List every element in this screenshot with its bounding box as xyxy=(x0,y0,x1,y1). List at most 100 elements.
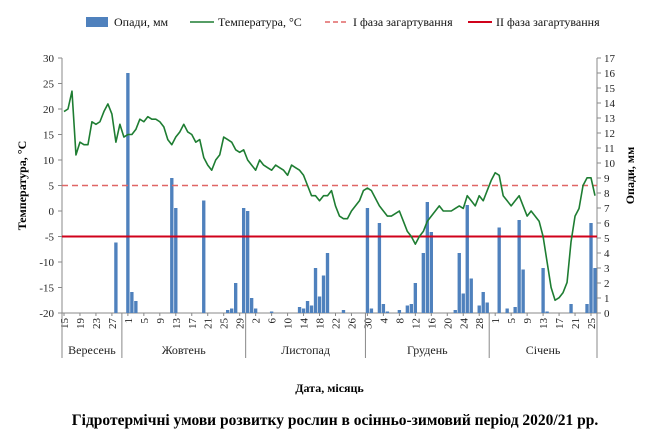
legend-label: І фаза загартування xyxy=(353,15,453,29)
right-tick-label: 10 xyxy=(604,158,616,170)
right-tick-label: 4 xyxy=(604,248,610,260)
month-label: Січень xyxy=(526,343,561,357)
precipitation-bar xyxy=(170,178,174,313)
month-label: Вересень xyxy=(68,343,116,357)
left-tick-label: -15 xyxy=(39,283,54,295)
precipitation-bar xyxy=(585,304,589,313)
precipitation-bar xyxy=(305,301,310,313)
precipitation-bar xyxy=(301,308,306,313)
right-tick-label: 1 xyxy=(604,293,610,305)
left-tick-label: -10 xyxy=(39,257,54,269)
right-tick-label: 17 xyxy=(604,53,616,65)
left-tick-label: 5 xyxy=(49,181,55,193)
month-label: Жовтень xyxy=(162,343,207,357)
chart: Опади, мм Температура, °С І фаза загартува… xyxy=(15,15,637,395)
x-tick-label: 13 xyxy=(171,318,183,330)
x-tick-label: 21 xyxy=(570,318,582,329)
right-tick-label: 5 xyxy=(604,233,610,245)
precipitation-bar xyxy=(325,253,330,313)
x-tick-label: 14 xyxy=(299,318,311,330)
precipitation-bar xyxy=(385,311,390,313)
legend: Опади, мм Температура, °С І фаза загартува… xyxy=(86,15,600,29)
precipitation-bar xyxy=(241,208,246,313)
precipitation-bar xyxy=(341,310,346,313)
left-tick-label: -20 xyxy=(39,308,54,320)
x-tick-label: 2 xyxy=(251,318,263,324)
precipitation-bar xyxy=(429,232,433,313)
precipitation-bar xyxy=(369,308,374,313)
x-tick-label: 24 xyxy=(458,318,470,330)
precipitation-bar xyxy=(134,301,138,313)
left-tick-label: 10 xyxy=(43,155,55,167)
left-axis-title: Температура, °С xyxy=(15,141,29,231)
precipitation-bar xyxy=(405,305,410,313)
precipitation-bar xyxy=(230,308,234,313)
x-tick-label: 5 xyxy=(506,318,518,324)
x-tick-label: 9 xyxy=(155,318,167,324)
x-tick-label: 15 xyxy=(59,318,71,330)
right-tick-label: 12 xyxy=(604,128,615,140)
x-tick-label: 16 xyxy=(426,318,438,330)
precipitation-bar xyxy=(593,268,597,313)
x-tick-label: 1 xyxy=(123,318,135,324)
precipitation-bar xyxy=(202,200,206,313)
precipitation-series xyxy=(114,73,597,313)
precipitation-bar xyxy=(513,307,517,313)
right-tick-label: 3 xyxy=(604,263,610,275)
precipitation-bar xyxy=(114,242,118,313)
precipitation-bar xyxy=(365,208,370,313)
left-tick-label: 20 xyxy=(43,104,55,116)
precipitation-bar xyxy=(505,308,509,313)
precipitation-bar xyxy=(409,304,414,313)
legend-label: Опади, мм xyxy=(114,15,169,29)
precipitation-bar xyxy=(465,205,469,313)
right-tick-label: 2 xyxy=(604,278,610,290)
x-axis: 15 19 23 27 1 5 9 13 17 21 25 29 2 6 10 14 18 22 26 30 4 8 12 1… xyxy=(59,313,598,329)
precipitation-bar xyxy=(469,278,473,313)
precipitation-bar xyxy=(517,220,521,313)
right-tick-label: 6 xyxy=(604,218,610,230)
x-tick-label: 12 xyxy=(410,318,422,329)
legend-label: ІІ фаза загартування xyxy=(496,15,600,29)
x-tick-label: 17 xyxy=(554,318,566,330)
left-tick-label: -5 xyxy=(45,232,55,244)
left-tick-label: 25 xyxy=(43,79,55,91)
x-tick-label: 25 xyxy=(219,318,231,330)
precipitation-bar xyxy=(297,307,302,313)
x-tick-label: 23 xyxy=(91,318,103,330)
precipitation-bar xyxy=(174,208,178,313)
right-tick-label: 14 xyxy=(604,98,616,110)
temperature-series xyxy=(63,90,596,302)
left-axis: -20 -15 -10 -5 0 5 10 15 20 25 30 xyxy=(39,53,62,320)
right-tick-label: 15 xyxy=(604,83,616,95)
precipitation-bar xyxy=(461,293,465,313)
precipitation-bar xyxy=(541,268,545,313)
precipitation-bar xyxy=(453,310,457,313)
x-tick-label: 6 xyxy=(267,318,279,324)
right-tick-label: 11 xyxy=(604,143,615,155)
left-tick-label: 30 xyxy=(43,53,55,65)
month-labels: Вересень Жовтень Листопад Грудень Січень xyxy=(61,313,598,358)
left-tick-label: 15 xyxy=(43,130,55,142)
precipitation-bar xyxy=(245,211,250,313)
figure-caption: Гідротермічні умови розвитку рослин в ос… xyxy=(71,412,599,429)
precipitation-bar xyxy=(377,223,382,313)
x-tick-label: 29 xyxy=(235,318,247,330)
precipitation-bar xyxy=(381,304,386,313)
precipitation-bar xyxy=(226,310,230,313)
x-tick-label: 22 xyxy=(330,318,342,329)
precipitation-bar xyxy=(313,268,318,313)
x-tick-label: 8 xyxy=(394,318,406,324)
temperature-line xyxy=(63,90,596,302)
x-tick-label: 4 xyxy=(378,318,390,324)
x-tick-label: 10 xyxy=(283,318,295,330)
x-axis-title: Дата, місяць xyxy=(295,381,364,395)
precipitation-bar xyxy=(233,283,238,313)
precipitation-bar xyxy=(589,223,593,313)
precipitation-bar xyxy=(397,310,402,313)
x-tick-label: 17 xyxy=(187,318,199,330)
x-tick-label: 19 xyxy=(75,318,87,330)
precipitation-bar xyxy=(569,304,573,313)
precipitation-bar xyxy=(130,292,134,313)
